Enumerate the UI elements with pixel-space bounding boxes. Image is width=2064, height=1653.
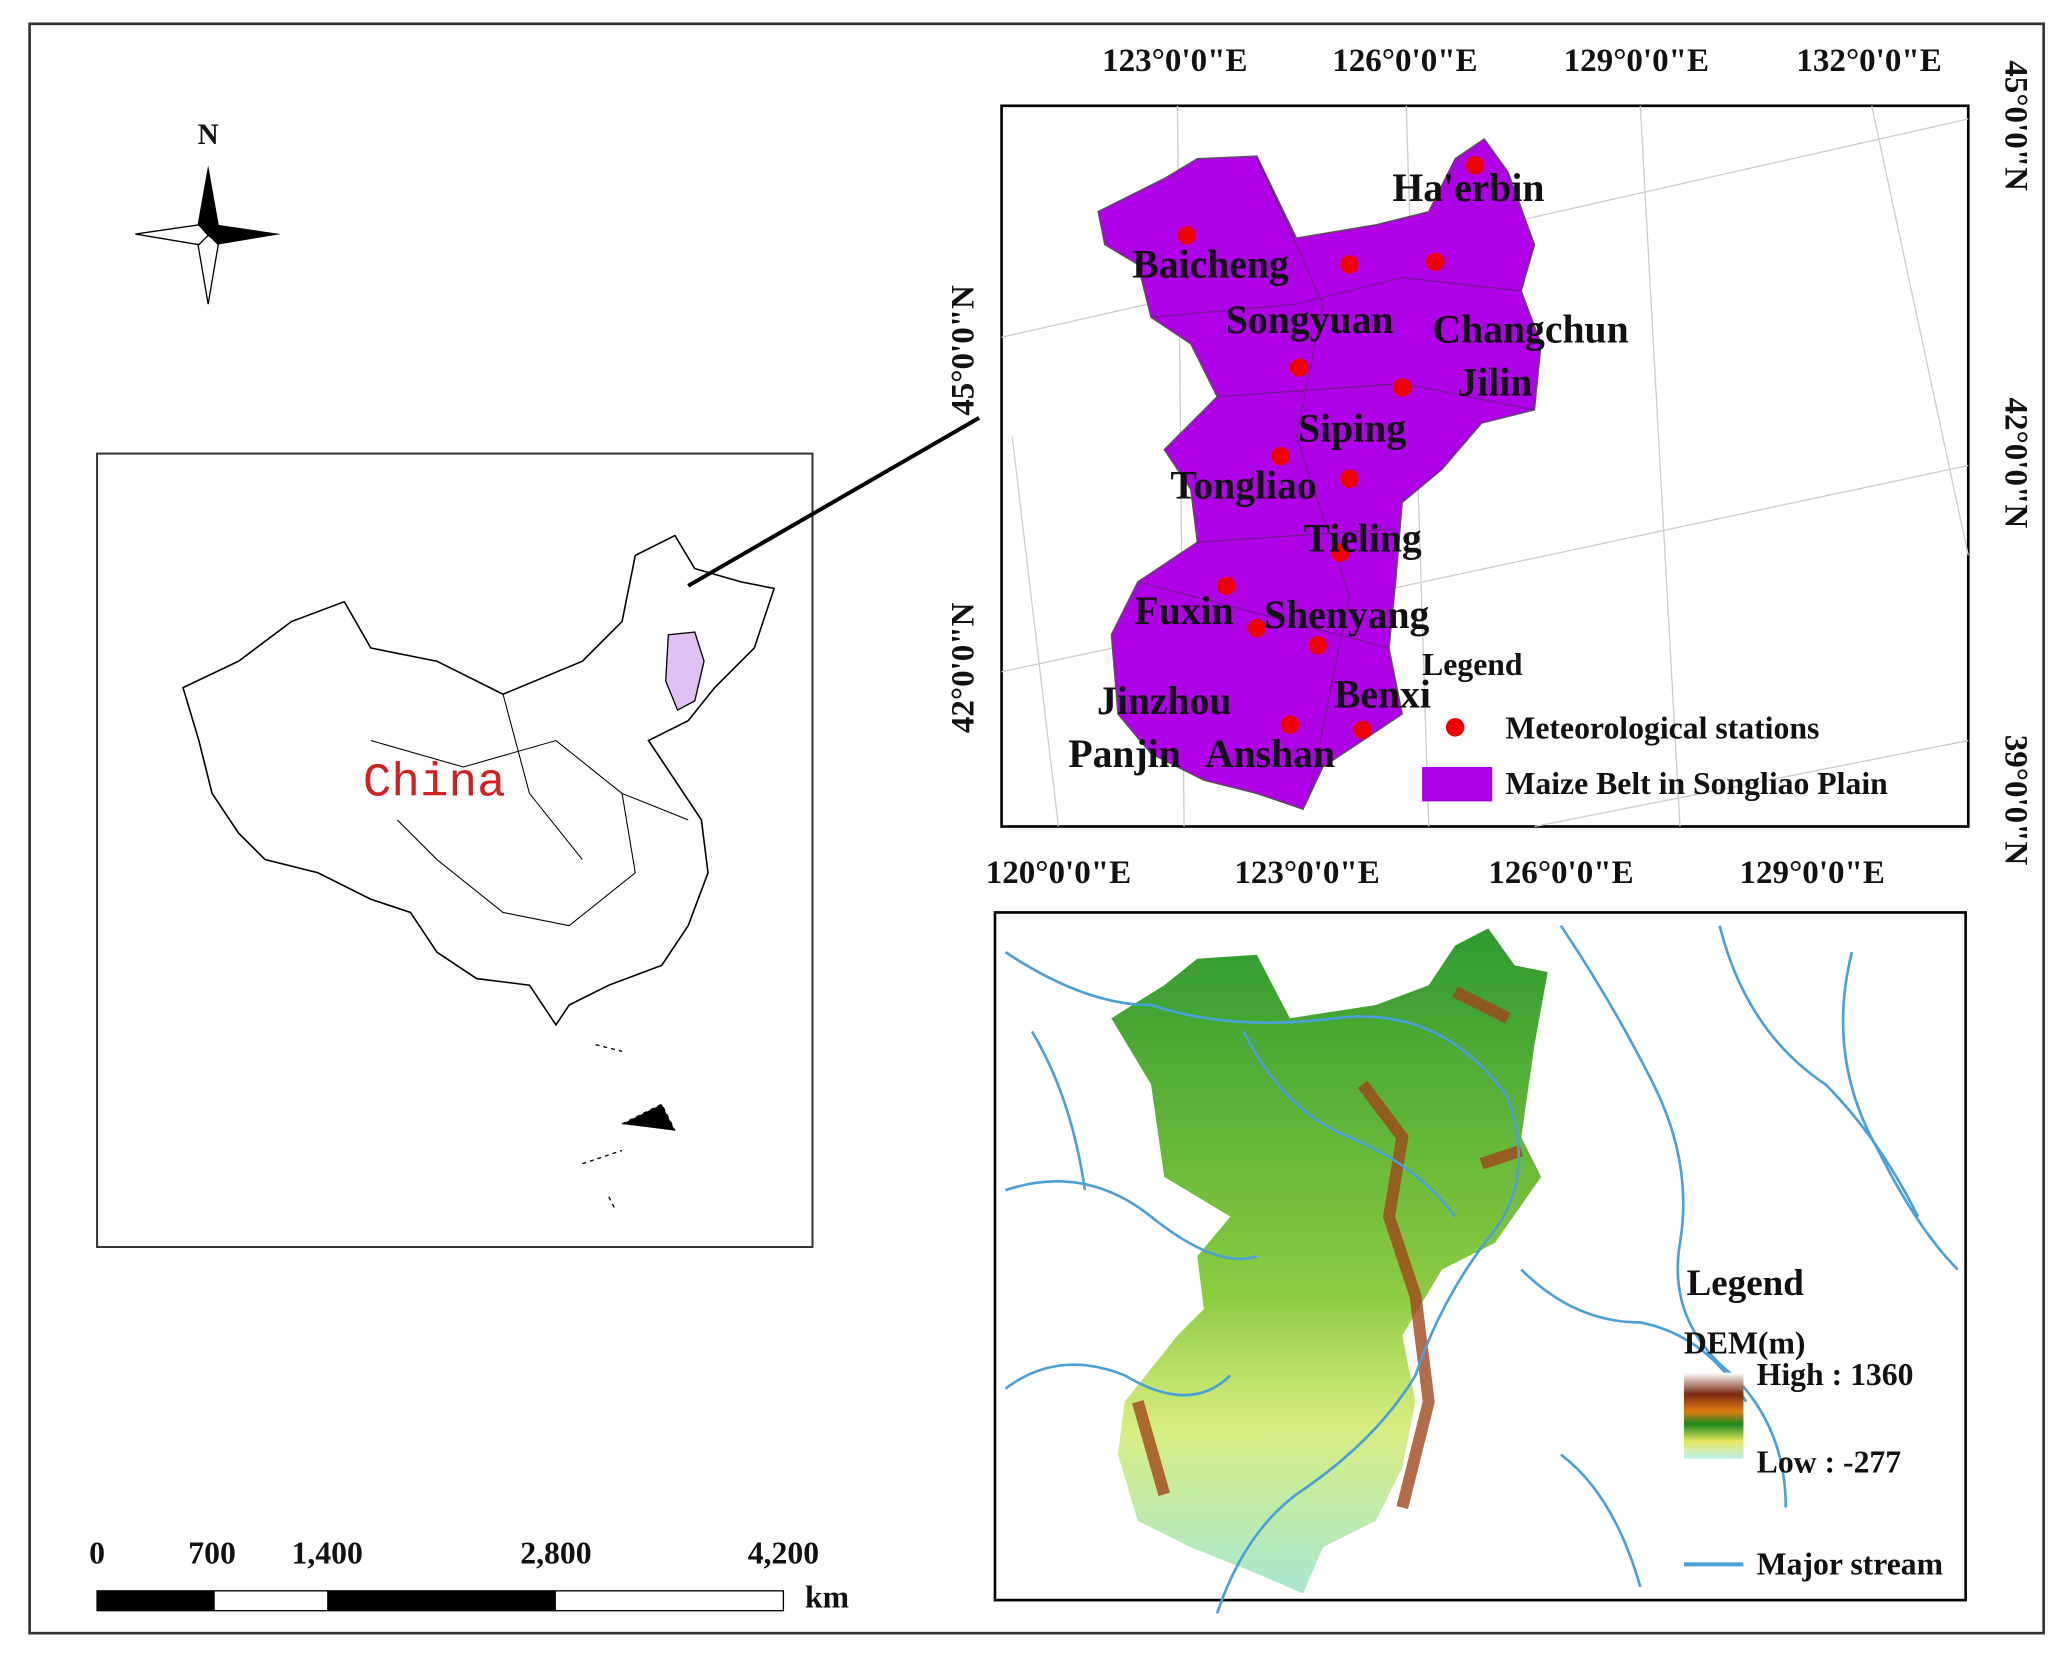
city-label: Ha'erbin bbox=[1392, 166, 1544, 210]
right-tick: 42°0'0"N bbox=[1998, 397, 2034, 528]
legend-item: Meteorological stations bbox=[1505, 711, 1819, 746]
city-label: Jinzhou bbox=[1097, 679, 1231, 723]
city-label: Tongliao bbox=[1170, 463, 1316, 507]
dem-surface bbox=[1111, 928, 1548, 1594]
outer-frame bbox=[28, 22, 2045, 1635]
bottom-tick: 126°0'0"E bbox=[1488, 855, 1633, 891]
right-tick: 39°0'0"N bbox=[1998, 735, 2034, 866]
dem-legend-title: Legend bbox=[1687, 1263, 1805, 1304]
city-label: Siping bbox=[1298, 407, 1406, 451]
bottom-tick: 123°0'0"E bbox=[1234, 855, 1379, 891]
china-label: China bbox=[363, 756, 506, 810]
top-tick: 132°0'0"E bbox=[1796, 43, 1941, 79]
dem-highlands bbox=[1132, 986, 1524, 1509]
streams bbox=[1004, 924, 1959, 1614]
scale-label: 1,400 bbox=[291, 1536, 362, 1571]
city-labels: Ha'erbin Baicheng Songyuan Changchun Jilin Si… bbox=[1068, 166, 1628, 776]
scale-label: 2,800 bbox=[520, 1536, 591, 1571]
city-label: Baicheng bbox=[1132, 243, 1289, 287]
stream-label: Major stream bbox=[1757, 1546, 1943, 1581]
city-label: Benxi bbox=[1334, 672, 1431, 716]
islands bbox=[582, 1044, 676, 1211]
dem-legend-unit: DEM(m) bbox=[1684, 1325, 1806, 1360]
province-borders bbox=[370, 694, 689, 927]
dem-high: High : 1360 bbox=[1757, 1357, 1914, 1392]
right-tick: 45°0'0"N bbox=[1998, 60, 2034, 191]
city-label: Anshan bbox=[1205, 732, 1335, 776]
scale-label: 0 bbox=[89, 1536, 105, 1571]
scale-bar: 0 700 1,400 2,800 4,200 km bbox=[89, 1536, 849, 1615]
top-tick: 126°0'0"E bbox=[1332, 43, 1477, 79]
legend-station-symbol bbox=[1445, 718, 1465, 737]
city-label: Fuxin bbox=[1134, 589, 1233, 633]
city-label: Tieling bbox=[1303, 516, 1421, 560]
dem-ramp bbox=[1683, 1372, 1744, 1459]
top-tick: 129°0'0"E bbox=[1564, 43, 1709, 79]
city-label: Shenyang bbox=[1264, 593, 1429, 637]
stations bbox=[1177, 156, 1485, 740]
north-arrow: N bbox=[135, 119, 281, 305]
china-frame bbox=[96, 452, 814, 1249]
scale-label: 700 bbox=[188, 1536, 236, 1571]
legend-maize-symbol bbox=[1422, 766, 1493, 802]
maize-belt bbox=[1097, 137, 1542, 811]
connector bbox=[687, 416, 981, 588]
top-tick: 123°0'0"E bbox=[1102, 43, 1247, 79]
north-label: N bbox=[198, 119, 219, 151]
city-label: Songyuan bbox=[1226, 298, 1394, 342]
legend-title: Legend bbox=[1422, 647, 1523, 682]
study-area bbox=[665, 631, 705, 712]
dem-low: Low : -277 bbox=[1757, 1445, 1902, 1480]
bottom-tick: 129°0'0"E bbox=[1740, 855, 1885, 891]
city-label: Jilin bbox=[1457, 360, 1532, 404]
left-tick: 45°0'0"N bbox=[945, 285, 981, 416]
city-label: Changchun bbox=[1432, 307, 1628, 351]
scale-label: 4,200 bbox=[748, 1536, 819, 1571]
bottom-tick: 120°0'0"E bbox=[986, 855, 1131, 891]
city-label: Panjin bbox=[1068, 732, 1180, 776]
legend-item: Maize Belt in Songliao Plain bbox=[1505, 766, 1888, 801]
left-tick: 42°0'0"N bbox=[945, 602, 981, 733]
scale-unit: km bbox=[805, 1579, 849, 1614]
